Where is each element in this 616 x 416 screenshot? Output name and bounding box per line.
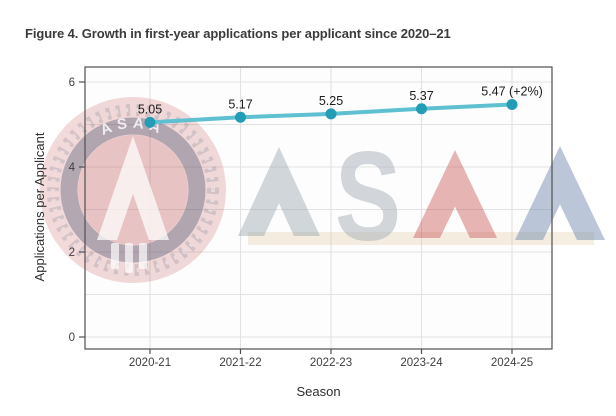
watermark-letter xyxy=(515,146,605,240)
x-tick-label: 2023-24 xyxy=(400,357,443,369)
figure-title: Figure 4. Growth in first-year applicati… xyxy=(25,26,451,41)
y-tick-label: 0 xyxy=(69,332,75,344)
data-point xyxy=(235,111,246,123)
watermark-letter xyxy=(238,147,320,236)
x-tick-label: 2024-25 xyxy=(491,357,533,369)
data-point-label: 5.05 xyxy=(138,102,162,116)
asaa-badge-watermark-icon: ASAA xyxy=(40,97,226,283)
data-point-label: 5.47 (+2%) xyxy=(481,85,543,99)
data-point xyxy=(416,103,427,115)
badge-laurel-wreath-icon xyxy=(47,104,219,276)
x-tick-label: 2022-23 xyxy=(310,357,352,369)
panel-border xyxy=(84,66,553,350)
x-tick-label: 2021-22 xyxy=(219,357,261,369)
watermark-letter xyxy=(413,150,497,238)
badge-column-bar xyxy=(111,243,119,269)
x-axis: 2020-21 2021-22 2022-23 2023-24 2024-25 xyxy=(129,349,533,369)
x-axis-title: Season xyxy=(296,384,340,399)
badge-column-a-icon xyxy=(97,136,169,240)
data-point-label: 5.17 xyxy=(228,97,252,111)
data-point xyxy=(144,116,156,128)
watermark-underline xyxy=(248,232,594,245)
y-tick-label: 4 xyxy=(69,162,76,174)
data-point xyxy=(325,108,337,120)
badge-column-bar xyxy=(125,243,133,273)
badge-laurel-highlight xyxy=(51,108,215,272)
watermark: ASAA S xyxy=(40,97,605,283)
watermark-letter: S xyxy=(335,126,401,268)
data-point-label: 5.37 xyxy=(409,89,433,103)
data-point-label: 5.25 xyxy=(319,94,343,108)
y-axis: 0 2 4 6 xyxy=(69,77,85,344)
x-tick-label: 2020-21 xyxy=(129,357,171,369)
badge-column-bar xyxy=(139,243,147,269)
y-axis-title: Applications per Applicant xyxy=(32,132,47,281)
y-tick-label: 2 xyxy=(69,247,75,259)
data-point xyxy=(506,99,518,111)
y-tick-label: 6 xyxy=(69,77,75,89)
